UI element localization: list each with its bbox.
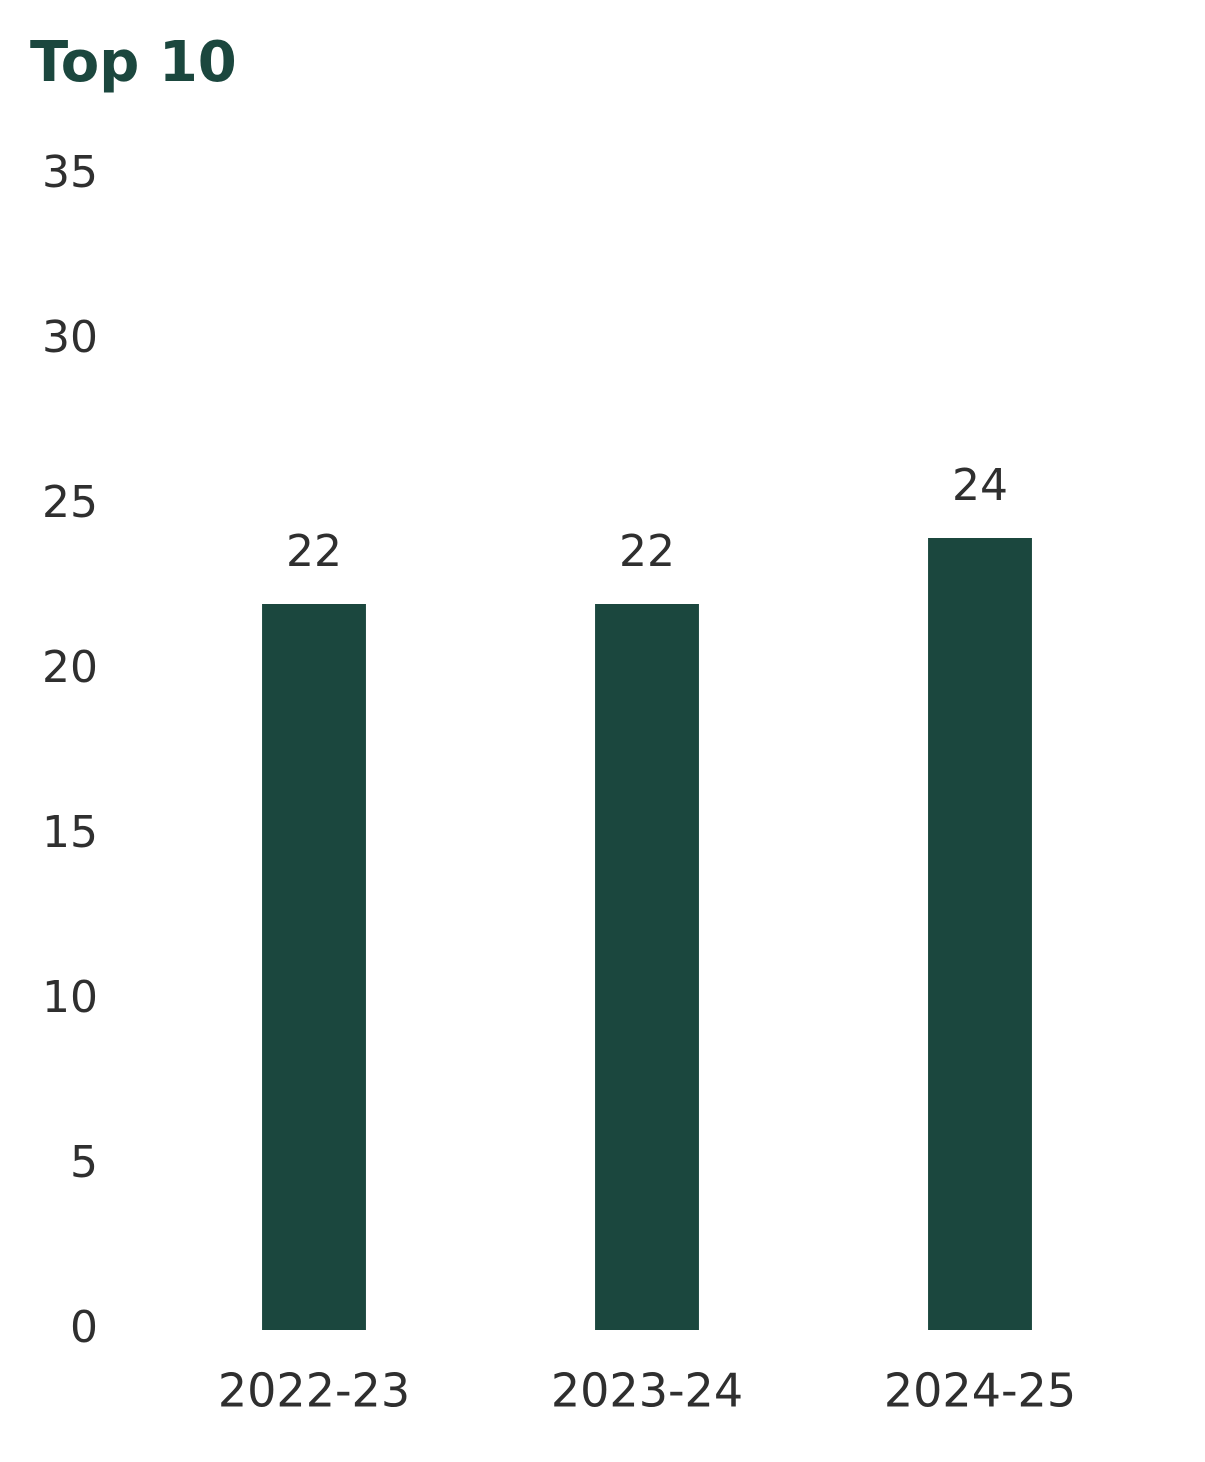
chart-title: Top 10: [30, 30, 237, 95]
data-label: 24: [952, 460, 1008, 511]
bar: [262, 604, 366, 1330]
y-tick-label: 0: [70, 1302, 98, 1353]
y-tick-label: 25: [42, 477, 98, 528]
data-label: 22: [619, 526, 675, 577]
x-tick-label: 2023-24: [551, 1364, 743, 1418]
bar: [928, 538, 1032, 1330]
x-tick-label: 2024-25: [884, 1364, 1076, 1418]
x-tick-label: 2022-23: [218, 1364, 410, 1418]
y-tick-label: 35: [42, 147, 98, 198]
y-tick-label: 20: [42, 642, 98, 693]
y-tick-label: 10: [42, 972, 98, 1023]
y-tick-label: 30: [42, 312, 98, 363]
y-tick-label: 15: [42, 807, 98, 858]
bar: [595, 604, 699, 1330]
data-label: 22: [286, 526, 342, 577]
y-tick-label: 5: [70, 1137, 98, 1188]
